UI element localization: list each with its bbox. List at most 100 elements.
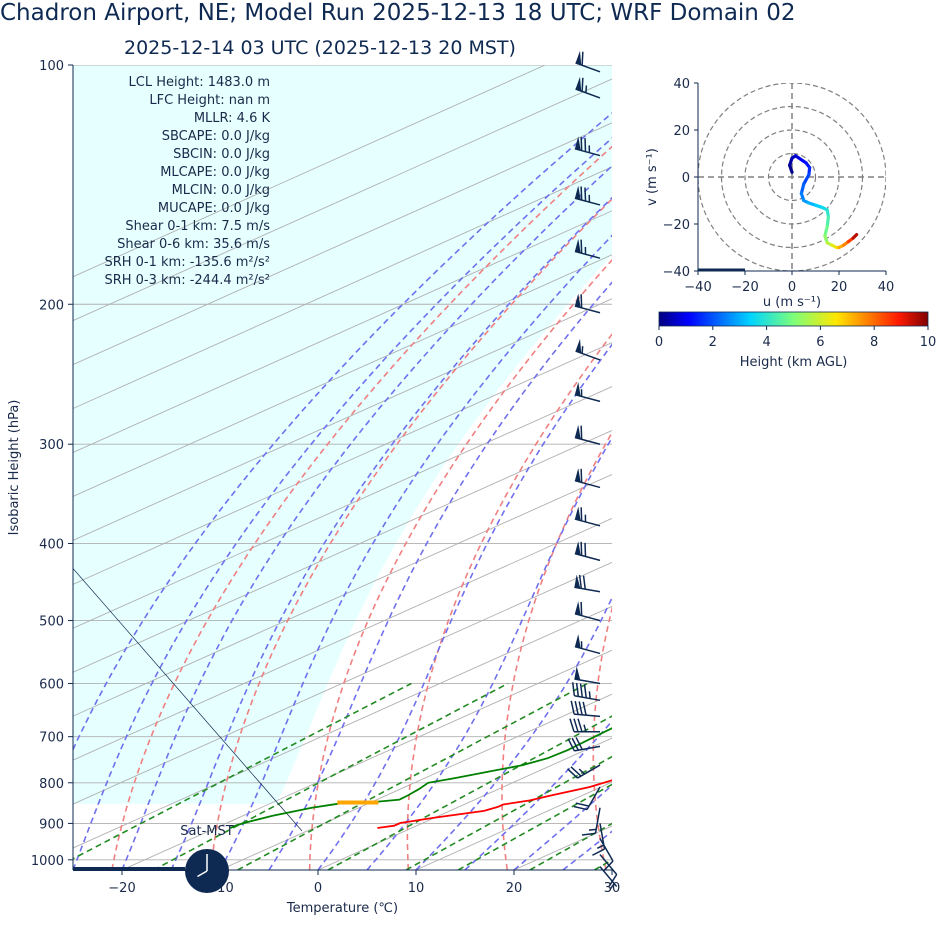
moist-adiabat	[121, 164, 612, 870]
barb-full	[578, 574, 583, 589]
isotherm-line	[73, 78, 612, 322]
isotherm-line	[611, 869, 612, 870]
barb-full	[581, 51, 584, 66]
moist-adiabat	[170, 196, 612, 870]
barb-shaft	[575, 350, 601, 361]
barb-full	[573, 718, 579, 732]
barb-full	[577, 718, 583, 732]
barb-shaft	[574, 586, 601, 593]
barb-half	[596, 844, 605, 849]
chart-subtitle: 2025-12-14 03 UTC (2025-12-13 20 MST)	[124, 37, 516, 59]
moist-adiabat	[661, 65, 936, 870]
hodograph-x-tick-label: 40	[878, 280, 895, 295]
colorbar-tick-label: 8	[870, 335, 878, 350]
wind-barb	[574, 574, 601, 593]
dry-adiabat	[209, 197, 612, 870]
stat-line: MLCIN: 0.0 J/kg	[172, 183, 270, 198]
wind-barb	[574, 185, 601, 206]
barb-flag	[574, 136, 581, 151]
y-tick-label: 600	[39, 677, 64, 692]
hodograph-y-label: v (m s⁻¹)	[645, 148, 660, 206]
hodograph-y-tick-label: 20	[673, 124, 690, 139]
barb-flag	[574, 293, 581, 308]
wind-barb	[574, 666, 601, 685]
mixing-ratio-line	[237, 682, 588, 870]
mixing-ratio-line	[327, 715, 612, 870]
wind-barb	[569, 718, 600, 733]
wind-barb	[571, 682, 601, 702]
wind-barb	[567, 737, 601, 752]
hodograph-x-tick-label: −40	[684, 280, 711, 295]
clock-hour-hand	[197, 870, 208, 878]
barb-full	[603, 860, 614, 872]
mixing-ratio-line	[73, 682, 412, 860]
colorbar-tick-label: 4	[762, 335, 770, 350]
colorbar	[658, 311, 929, 327]
y-tick-label: 900	[39, 817, 64, 832]
hodograph-y-tick-label: −20	[663, 218, 690, 233]
x-tick-label: 10	[408, 881, 425, 896]
stat-line: SRH 0-3 km: -244.4 m²/s²	[104, 273, 270, 288]
isotherm-line	[73, 342, 612, 585]
moist-adiabat	[73, 112, 612, 752]
hodograph-plot	[698, 83, 886, 271]
x-tick-label: 0	[314, 881, 322, 896]
barb-flag	[574, 634, 581, 649]
y-tick-label: 200	[39, 298, 64, 313]
moist-adiabat	[759, 65, 936, 870]
hodograph-y-tick-label: 0	[682, 171, 690, 186]
stat-line: LFC Height: nan m	[149, 93, 270, 108]
barb-flag	[574, 601, 581, 616]
isotherm-line	[121, 649, 612, 870]
temperature-trace	[377, 779, 612, 829]
y-tick-label: 700	[39, 731, 64, 746]
moist-adiabat	[562, 830, 612, 870]
moist-adiabat	[710, 65, 936, 870]
y-tick-label: 300	[39, 438, 64, 453]
barb-full	[583, 684, 587, 698]
barb-full	[567, 768, 578, 779]
wind-barb	[570, 700, 601, 718]
mixing-ratio-line	[529, 822, 612, 870]
barb-half	[588, 828, 597, 831]
hodograph-x-tick-label: 0	[788, 280, 796, 295]
isotherm-line	[73, 65, 546, 278]
barb-full	[575, 802, 590, 807]
moist-adiabat	[317, 343, 612, 870]
wind-barb	[599, 854, 618, 887]
barb-full	[571, 682, 576, 696]
x-tick-label: 20	[506, 881, 523, 896]
barb-full	[573, 805, 588, 811]
barb-shaft	[577, 764, 601, 779]
barb-half	[609, 883, 615, 890]
moist-adiabat	[73, 137, 612, 870]
barb-shaft	[574, 678, 601, 685]
moist-adiabat	[219, 234, 612, 870]
barb-full	[570, 700, 575, 715]
barb-flag	[574, 382, 581, 397]
stat-line: MUCAPE: 0.0 J/kg	[158, 201, 270, 216]
barb-shaft	[574, 393, 601, 403]
isotherm-line	[73, 166, 612, 410]
wind-barb	[574, 541, 601, 562]
wind-barb	[599, 838, 614, 872]
cape-fill-region	[73, 65, 612, 804]
barb-full	[581, 77, 584, 92]
wind-barb	[574, 382, 601, 403]
barb-shaft	[574, 695, 601, 702]
barb-flag	[574, 185, 581, 200]
mixing-ratio-line	[405, 755, 612, 870]
barb-flag	[574, 574, 581, 589]
barb-flag	[575, 76, 582, 92]
barb-half	[588, 691, 591, 699]
wind-barb	[573, 786, 601, 811]
stat-line: MLLR: 4.6 K	[194, 111, 271, 126]
barb-full	[581, 832, 596, 836]
barb-full	[592, 848, 605, 856]
barb-shaft	[575, 62, 601, 73]
barb-flag	[574, 468, 581, 483]
barb-shaft	[594, 807, 601, 834]
parcel-reference-line	[73, 568, 303, 832]
barb-full	[574, 700, 579, 715]
